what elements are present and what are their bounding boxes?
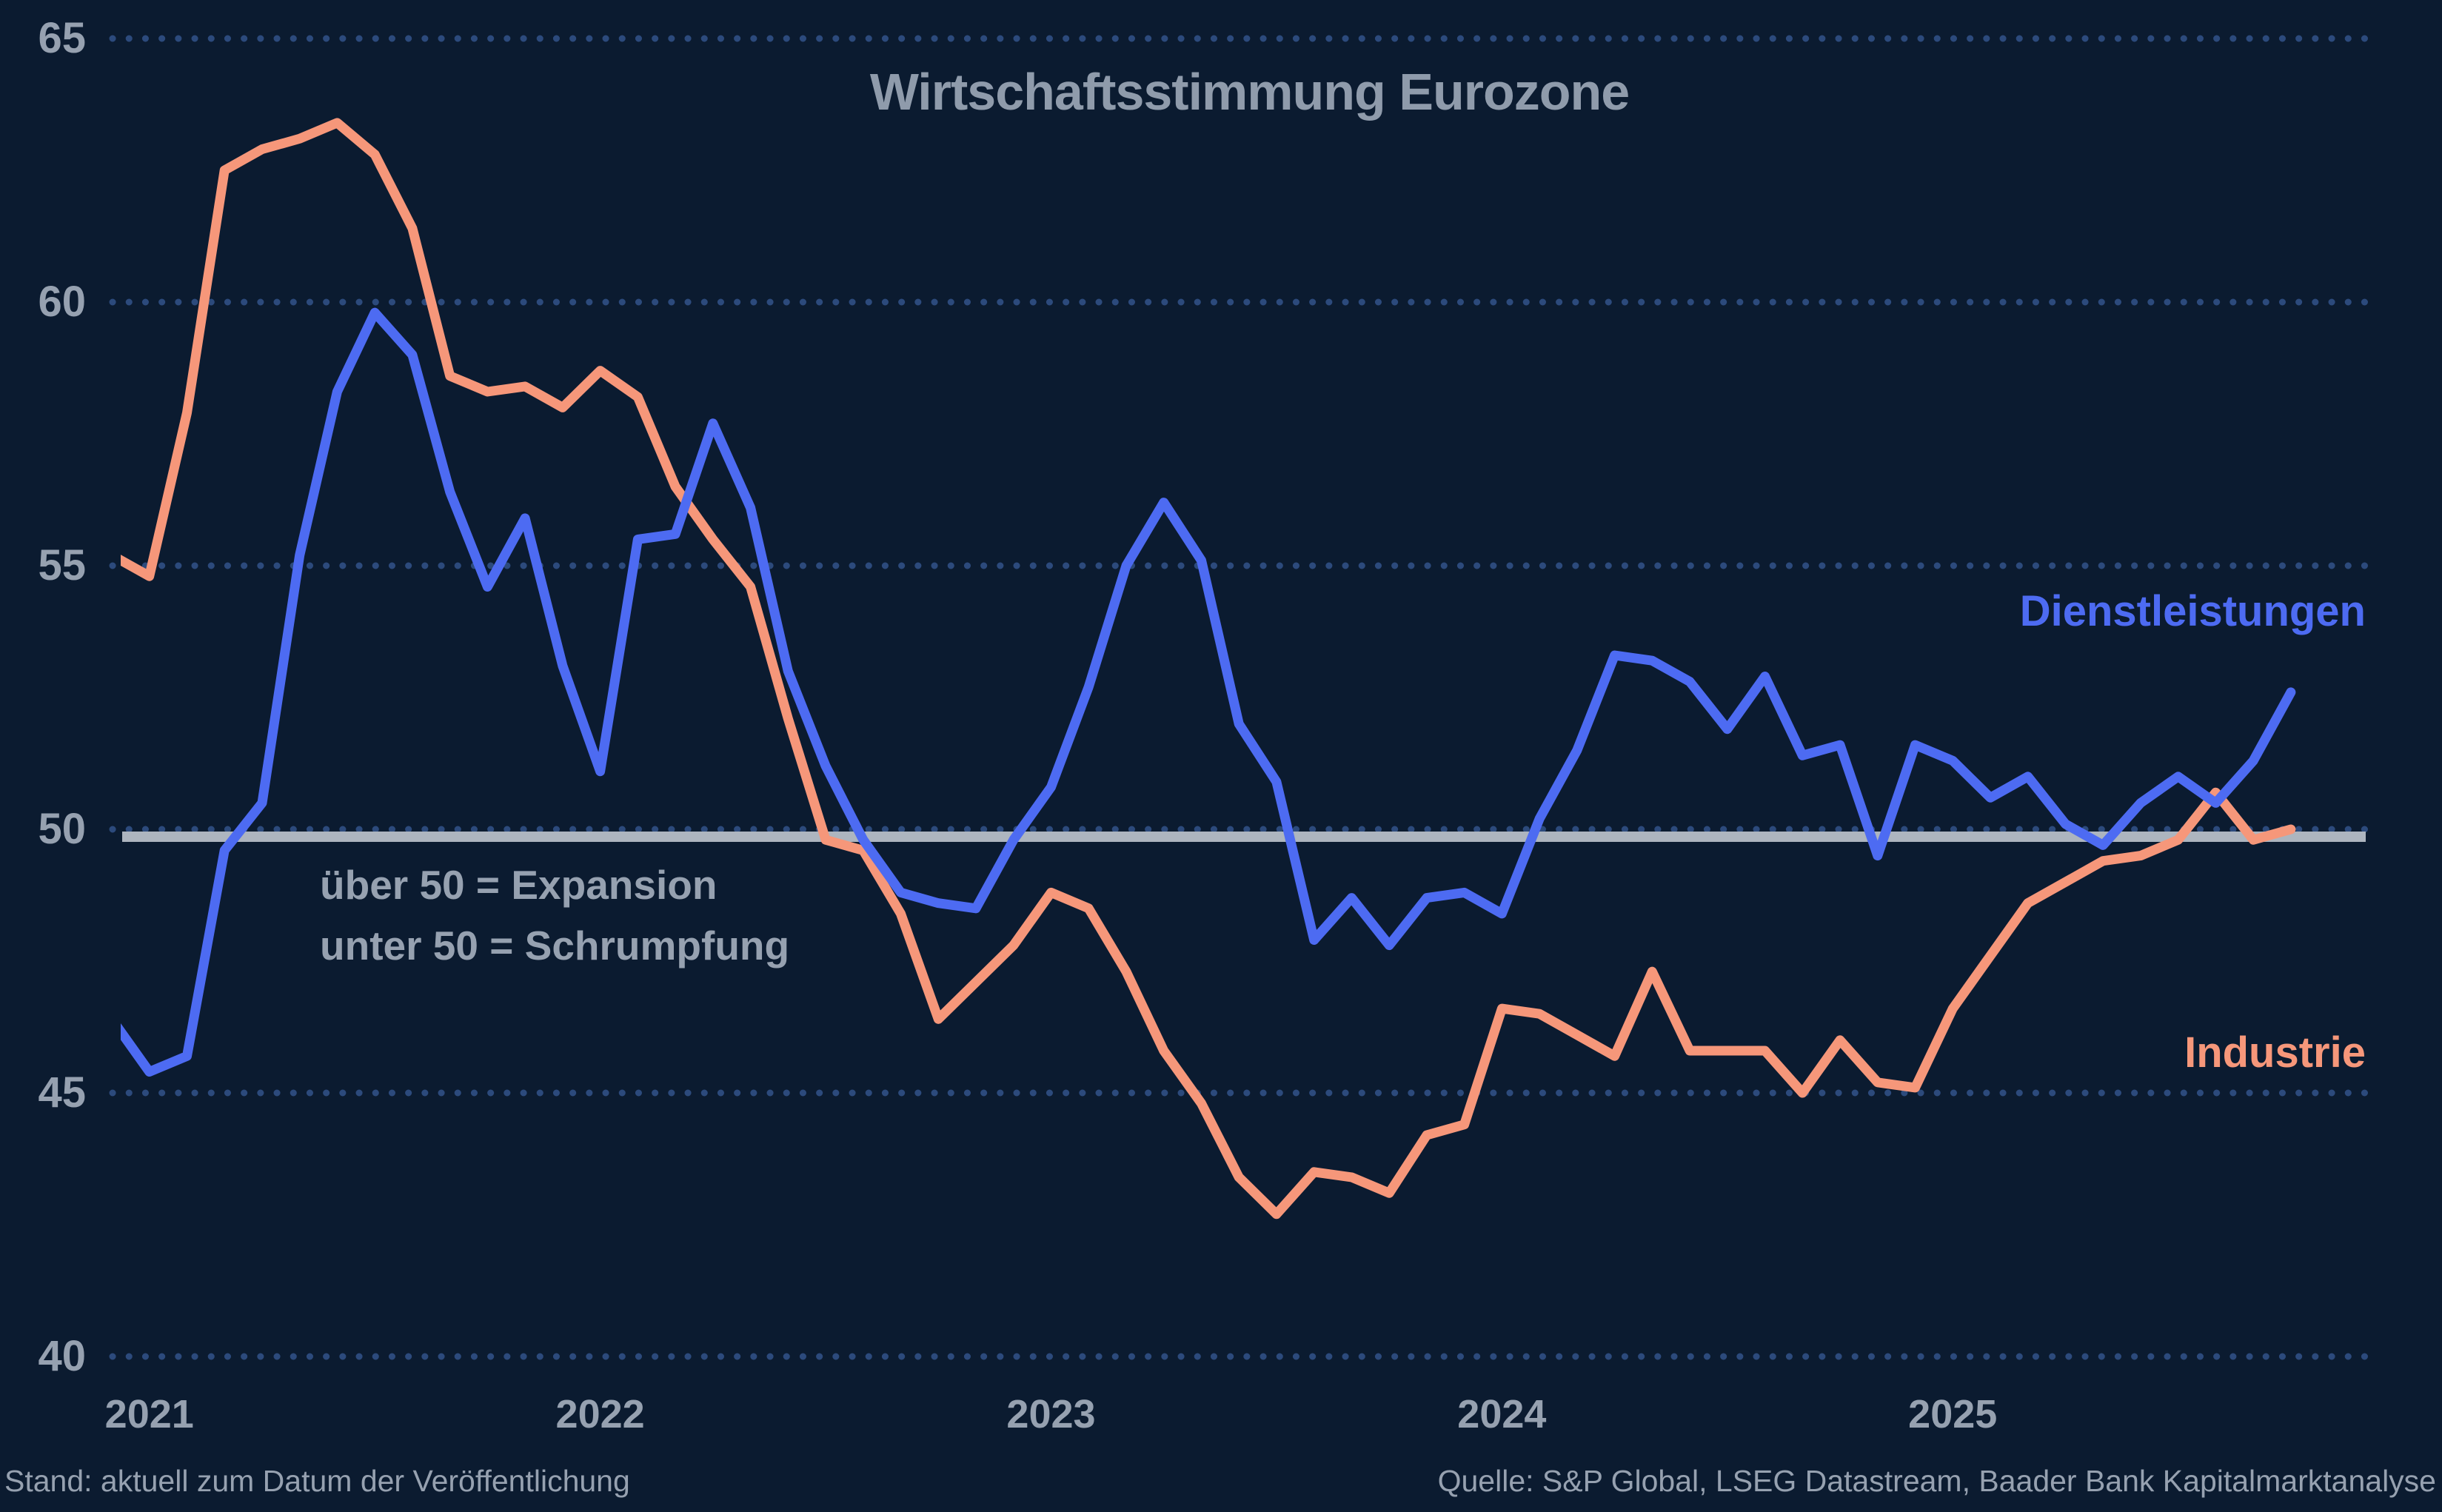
y-axis-label-60: 60 [38, 278, 86, 326]
legend-dienstleistungen: Dienstleistungen [2019, 587, 2366, 635]
footer-stand-note: Stand: aktuell zum Datum der Veröffentli… [4, 1464, 630, 1498]
x-axis-label-2024: 2024 [1457, 1392, 1547, 1436]
series-line-dienstleistungen [121, 307, 2296, 1077]
y-axis-label-50: 50 [38, 805, 86, 853]
series-line-industrie [121, 118, 2296, 1220]
y-axis-label-40: 40 [38, 1332, 86, 1380]
annotation-expansion: über 50 = Expansion [320, 862, 717, 908]
y-axis-label-45: 45 [38, 1068, 86, 1117]
x-axis-label-2022: 2022 [555, 1392, 645, 1436]
y-axis-label-65: 65 [38, 14, 86, 62]
x-axis-label-2021: 2021 [104, 1392, 194, 1436]
chart-title: Wirtschaftsstimmung Eurozone [869, 63, 1630, 121]
x-axis-label-2023: 2023 [1006, 1392, 1096, 1436]
legend-industrie: Industrie [2184, 1028, 2366, 1077]
footer-source-note: Quelle: S&P Global, LSEG Datastream, Baa… [1437, 1464, 2436, 1498]
y-axis-label-55: 55 [38, 541, 86, 589]
x-axis-label-2025: 2025 [1908, 1392, 1998, 1436]
annotation-schrumpfung: unter 50 = Schrumpfung [320, 923, 790, 969]
